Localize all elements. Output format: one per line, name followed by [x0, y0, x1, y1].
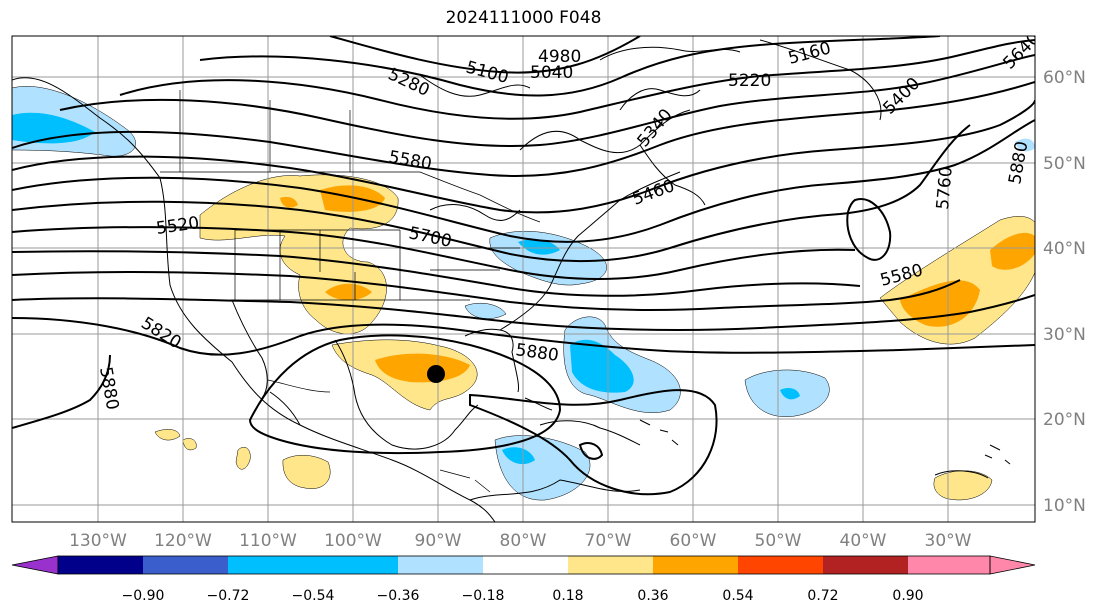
- figure-title: 2024111000 F048: [445, 8, 602, 28]
- contour-label: 5760: [933, 166, 957, 211]
- colorbar-segment: [738, 556, 823, 574]
- lon-label: 110°W: [239, 531, 297, 551]
- height-contours: [12, 36, 1035, 496]
- lon-label: 30°W: [925, 531, 972, 551]
- negative-anomaly-shading: [12, 86, 1035, 501]
- lat-label: 50°N: [1043, 154, 1086, 174]
- colorbar-tick-label: 0.54: [722, 588, 753, 604]
- colorbar-tick-label: −0.54: [292, 588, 335, 604]
- lat-label: 60°N: [1043, 68, 1086, 88]
- lon-label: 80°W: [500, 531, 547, 551]
- colorbar-segment: [908, 556, 990, 574]
- colorbar-segment: [653, 556, 738, 574]
- colorbar-tick-label: 0.90: [892, 588, 923, 604]
- lat-label: 20°N: [1043, 410, 1086, 430]
- map-panel: 4980 5040 5100 5160 5220 5280 5340 5400 …: [11, 35, 1036, 523]
- coastlines: [12, 39, 1011, 522]
- contour-label: 4980: [538, 47, 581, 67]
- colorbar-tick-label: −0.18: [462, 588, 505, 604]
- colorbar-ticks: −0.90 −0.72 −0.54 −0.36 −0.18 0.18 0.36 …: [122, 588, 924, 604]
- colorbar-tick-label: −0.36: [377, 588, 420, 604]
- lon-label: 40°W: [840, 531, 887, 551]
- latitude-labels: 10°N 20°N 30°N 40°N 50°N 60°N: [1043, 68, 1086, 516]
- colorbar: −0.90 −0.72 −0.54 −0.36 −0.18 0.18 0.36 …: [11, 555, 1036, 604]
- lon-label: 130°W: [69, 531, 127, 551]
- contour-label: 5040: [530, 63, 573, 83]
- colorbar-segment: [823, 556, 908, 574]
- colorbar-tick-label: 0.18: [552, 588, 583, 604]
- colorbar-segment: [568, 556, 653, 574]
- colorbar-segment: [313, 556, 398, 574]
- lon-label: 120°W: [154, 531, 212, 551]
- colorbar-tick-label: −0.72: [207, 588, 250, 604]
- contour-label: 5220: [728, 71, 771, 91]
- colorbar-tick-label: −0.90: [122, 588, 165, 604]
- colorbar-segment: [228, 556, 313, 574]
- colorbar-segment: [398, 556, 483, 574]
- colorbar-segment: [483, 556, 568, 574]
- colorbar-tick-label: 0.36: [637, 588, 668, 604]
- lat-label: 30°N: [1043, 325, 1086, 345]
- storm-center-marker: [427, 365, 445, 383]
- colorbar-low-extension: [11, 555, 59, 575]
- lon-label: 90°W: [415, 531, 462, 551]
- lat-label: 10°N: [1043, 496, 1086, 516]
- longitude-labels: 130°W 120°W 110°W 100°W 90°W 80°W 70°W 6…: [69, 531, 972, 551]
- lat-label: 40°N: [1043, 239, 1086, 259]
- colorbar-segment: [58, 556, 143, 574]
- graticule: [12, 36, 1035, 522]
- lon-label: 100°W: [324, 531, 382, 551]
- lon-label: 60°W: [670, 531, 717, 551]
- colorbar-segment: [143, 556, 228, 574]
- lon-label: 70°W: [585, 531, 632, 551]
- lon-label: 50°W: [755, 531, 802, 551]
- colorbar-high-extension: [989, 555, 1036, 575]
- colorbar-tick-label: 0.72: [807, 588, 838, 604]
